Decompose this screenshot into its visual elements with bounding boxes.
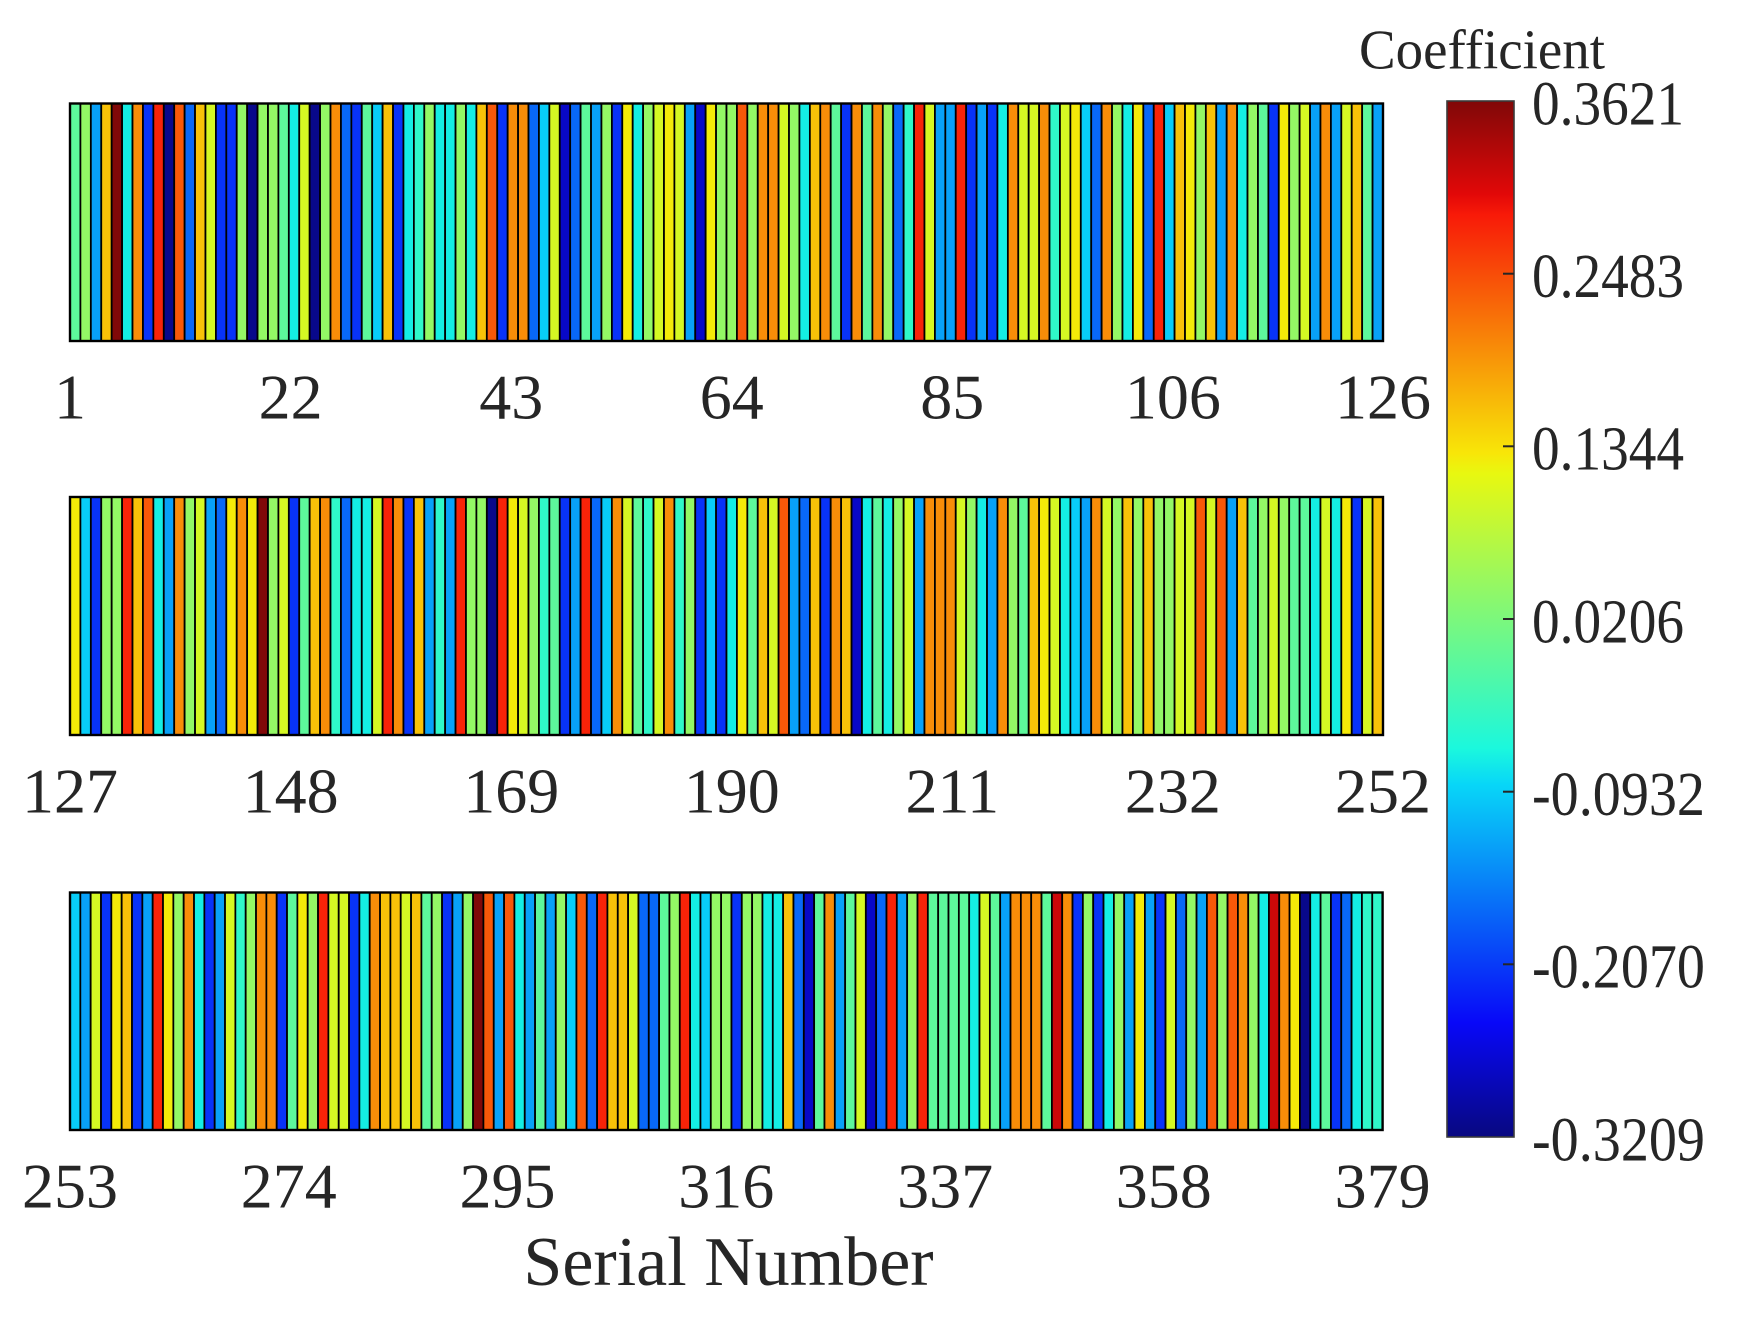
svg-text:316: 316 (678, 1151, 774, 1222)
svg-text:253: 253 (22, 1151, 118, 1222)
svg-text:379: 379 (1335, 1151, 1431, 1222)
svg-text:127: 127 (22, 756, 118, 827)
svg-text:0.2483: 0.2483 (1532, 243, 1684, 311)
svg-text:295: 295 (460, 1151, 556, 1222)
svg-text:211: 211 (905, 756, 999, 827)
svg-text:Coefficient: Coefficient (1359, 19, 1605, 81)
svg-text:126: 126 (1335, 362, 1431, 433)
svg-text:0.0206: 0.0206 (1532, 588, 1684, 656)
svg-text:85: 85 (920, 362, 984, 433)
svg-text:190: 190 (684, 756, 780, 827)
svg-text:22: 22 (259, 362, 323, 433)
svg-text:358: 358 (1116, 1151, 1212, 1222)
svg-text:274: 274 (241, 1151, 337, 1222)
svg-text:-0.3209: -0.3209 (1532, 1106, 1705, 1174)
svg-text:337: 337 (897, 1151, 993, 1222)
svg-text:1: 1 (54, 362, 86, 433)
svg-text:0.3621: 0.3621 (1532, 70, 1684, 138)
svg-text:252: 252 (1335, 756, 1431, 827)
svg-text:43: 43 (479, 362, 543, 433)
svg-text:Serial Number: Serial Number (523, 1224, 933, 1301)
svg-text:148: 148 (243, 756, 339, 827)
svg-text:0.1344: 0.1344 (1532, 416, 1684, 484)
svg-text:64: 64 (700, 362, 764, 433)
svg-text:-0.0932: -0.0932 (1532, 761, 1705, 829)
svg-text:169: 169 (463, 756, 559, 827)
svg-text:232: 232 (1125, 756, 1221, 827)
svg-text:-0.2070: -0.2070 (1532, 934, 1705, 1002)
svg-text:106: 106 (1125, 362, 1221, 433)
